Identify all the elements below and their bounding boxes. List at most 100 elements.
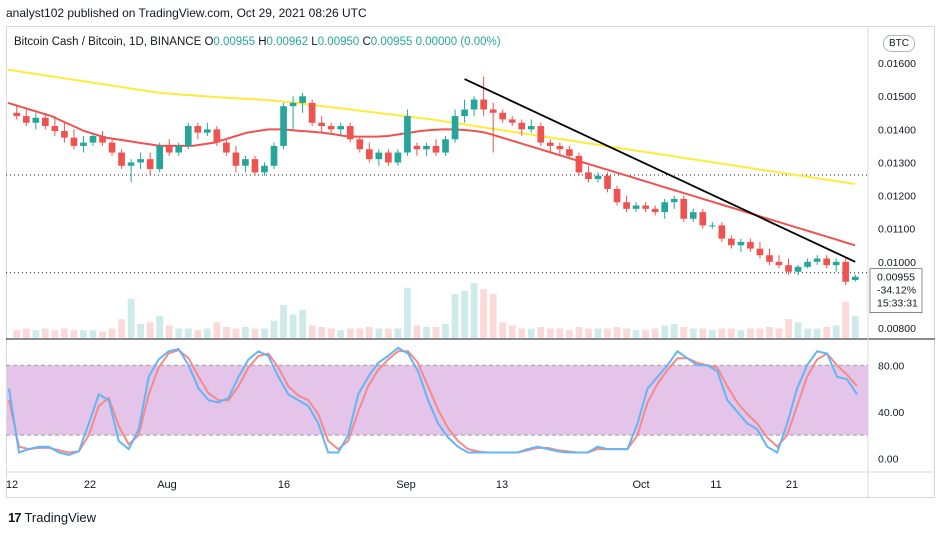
candle-body [108, 142, 116, 153]
tradingview-logo: 17 TradingView [8, 510, 96, 525]
candle-body [194, 126, 202, 133]
time-tick-label: 21 [786, 479, 798, 491]
bar-countdown: 15:33:31 [877, 298, 918, 310]
volume-bar [546, 328, 554, 338]
volume-bar [270, 320, 278, 338]
symbol-name: Bitcoin Cash / Bitcoin, 1D, BINANCE [14, 36, 202, 48]
price-tick-label: 0.01600 [878, 58, 916, 70]
volume-bar [480, 289, 488, 338]
candle-body [156, 145, 164, 170]
volume-bar [261, 328, 268, 338]
volume-bar [232, 328, 240, 338]
price-tick-label: 0.01000 [878, 257, 916, 269]
candle-body [280, 106, 287, 146]
price-label-box [869, 268, 923, 313]
volume-bar [746, 328, 754, 338]
candle-body [680, 198, 688, 219]
volume-bar [604, 328, 611, 338]
candle-body [842, 261, 850, 282]
currency-badge[interactable]: BTC [883, 35, 915, 52]
price-tick-label: 0.01400 [878, 124, 916, 136]
candle-body [747, 241, 754, 249]
volume-bar [318, 327, 326, 338]
volume-bar [203, 328, 211, 338]
candle-body [547, 142, 554, 146]
candle-body [127, 162, 135, 166]
candle-body [365, 149, 373, 160]
volume-bar [537, 327, 545, 338]
volume-bar [289, 314, 297, 338]
volume-bar [851, 316, 859, 338]
candle-body [737, 241, 745, 246]
candle-body [251, 159, 259, 173]
candle-body [451, 116, 459, 140]
low-value: 0.00950 [317, 36, 360, 48]
high-label: H [258, 36, 267, 48]
volume-bar [556, 328, 564, 338]
volume-bar [499, 322, 507, 338]
candle-body [80, 142, 87, 146]
candle-body [489, 109, 497, 113]
volume-bar [41, 328, 49, 338]
candle-body [394, 152, 402, 163]
volume-bar [651, 328, 659, 338]
candle-body [442, 139, 449, 153]
trendline [464, 78, 856, 263]
tradingview-logo-icon: 17 [8, 510, 22, 525]
volume-bar [642, 330, 650, 338]
close-label: C [362, 36, 371, 48]
volume-bar [594, 328, 602, 338]
candle-body [13, 112, 21, 117]
candle-body [203, 129, 211, 133]
candle-body [165, 145, 173, 153]
close-value: 0.00955 [370, 36, 413, 48]
volume-bar [375, 328, 383, 338]
volume-bar [80, 330, 87, 338]
candle-body [708, 225, 716, 227]
chart-frame[interactable] [6, 26, 935, 498]
volume-bar [632, 330, 640, 338]
candle-body [813, 258, 821, 262]
candle-body [775, 261, 783, 266]
candle-body [480, 99, 487, 110]
volume-bar [794, 322, 802, 338]
ma-fast-line [7, 101, 856, 247]
volume-bar [718, 328, 726, 338]
time-tick-label: 13 [496, 479, 508, 491]
candle-body [604, 175, 611, 189]
volume-bar [565, 330, 573, 338]
candle-body [184, 126, 192, 146]
volume-bar [89, 330, 97, 338]
volume-bar [766, 327, 773, 338]
candle-body [432, 145, 440, 153]
candle-body [137, 159, 144, 163]
volume-bar [222, 327, 230, 338]
volume-bar [518, 328, 526, 338]
volume-bar [527, 328, 535, 338]
candle-body [118, 152, 125, 166]
candle-body [794, 266, 802, 272]
current-price-label: 0.00955 [877, 272, 915, 284]
stoch-tick-label: 80.00 [878, 360, 904, 372]
volume-bar [461, 290, 469, 338]
candle-body [832, 261, 840, 266]
candle-body [42, 117, 49, 127]
volume-bar [308, 325, 316, 338]
volume-bar [365, 327, 373, 338]
candle-body [99, 135, 106, 143]
volume-bar [60, 328, 68, 338]
volume-bar [613, 327, 621, 338]
volume-bar [403, 287, 411, 338]
low-label: L [311, 36, 318, 48]
change-value: 0.00000 (0.00%) [415, 36, 501, 48]
volume-bar [384, 328, 392, 338]
price-tick-label: 0.01500 [878, 91, 916, 103]
candle-body [661, 202, 669, 213]
high-value: 0.00962 [266, 36, 309, 48]
candle-body [356, 139, 364, 150]
volume-bar [623, 328, 630, 338]
open-label: O [204, 36, 214, 48]
candle-body [289, 102, 297, 107]
candle-body [804, 261, 811, 267]
